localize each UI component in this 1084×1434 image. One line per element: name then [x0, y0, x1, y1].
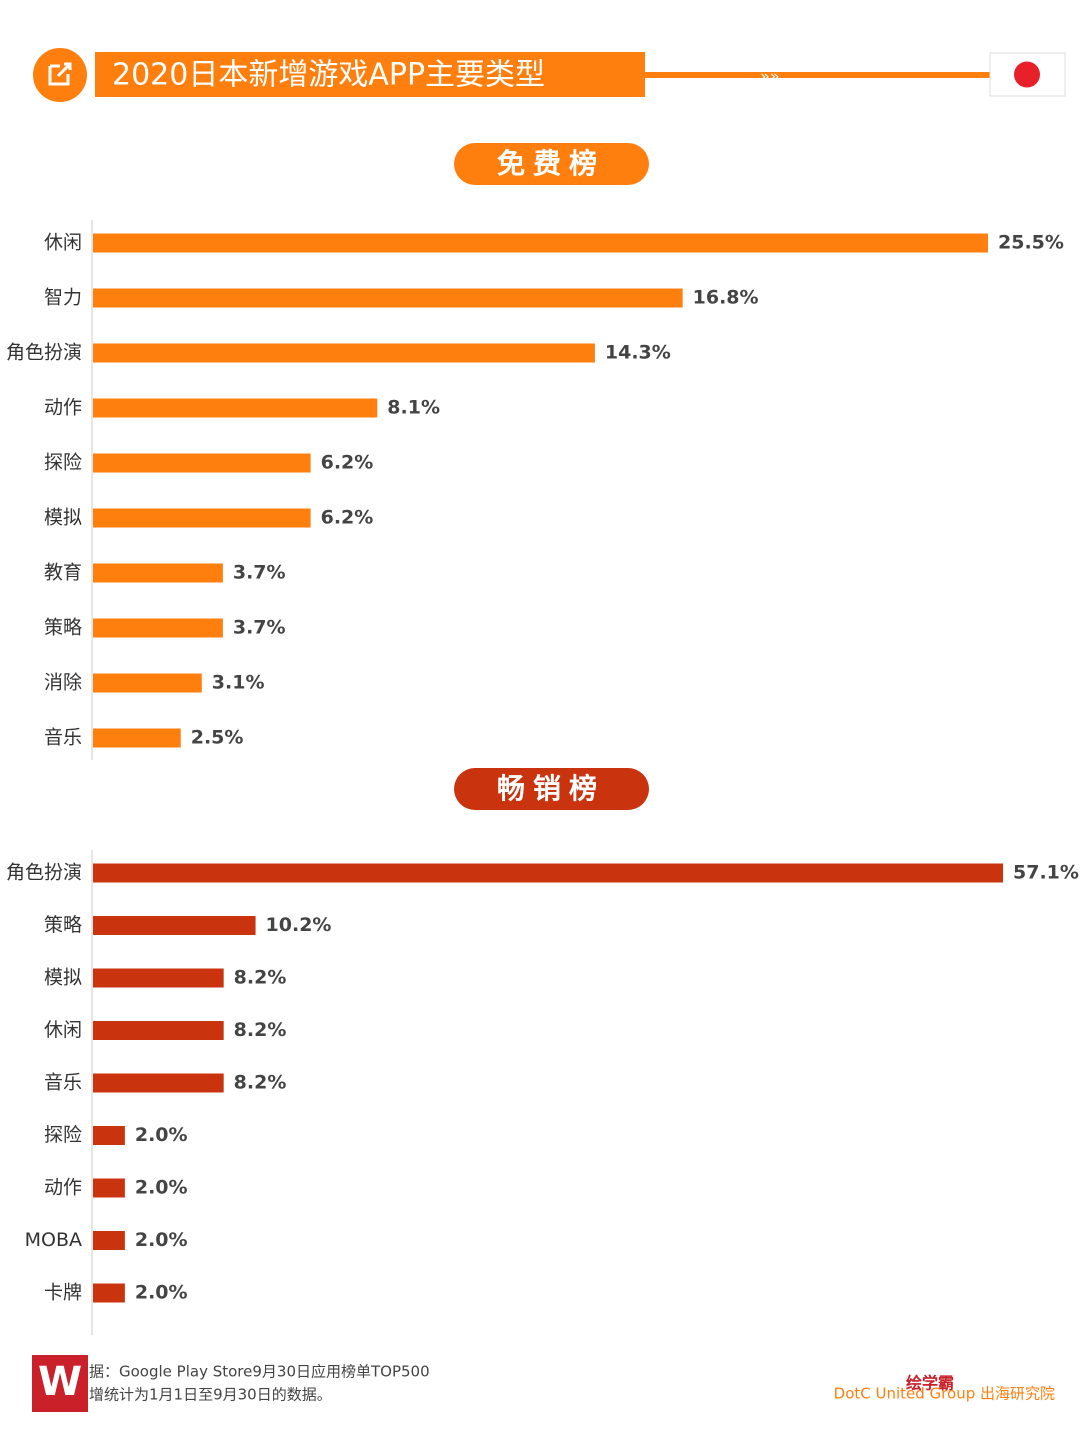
- header-icon-glyph: [48, 62, 72, 86]
- value-label: 8.2%: [234, 1019, 287, 1041]
- value-label: 6.2%: [321, 507, 374, 529]
- category-label: MOBA: [25, 1229, 82, 1251]
- header-line: [645, 72, 990, 78]
- value-label: 2.0%: [135, 1229, 188, 1251]
- category-label: 休闲: [44, 1019, 82, 1041]
- value-label: 2.5%: [191, 727, 244, 749]
- bar: [93, 1178, 125, 1198]
- value-label: 3.7%: [233, 617, 286, 639]
- flag-sun: [1014, 61, 1040, 88]
- value-label: 3.1%: [212, 672, 265, 694]
- category-label: 策略: [44, 914, 82, 936]
- category-label: 角色扮演: [6, 862, 82, 884]
- footer-note: 增统计为1月1日至9月30日的数据。: [89, 1386, 332, 1404]
- section-title: 免费榜: [497, 147, 605, 180]
- bar: [93, 1231, 125, 1250]
- bar: [93, 863, 1003, 883]
- category-label: 音乐: [44, 727, 82, 749]
- header-title: 2020日本新增游戏APP主要类型: [112, 58, 545, 93]
- value-label: 3.7%: [233, 562, 286, 584]
- bar: [93, 968, 224, 988]
- value-label: 2.0%: [135, 1124, 188, 1146]
- value-label: 8.2%: [234, 1072, 287, 1094]
- header-arrows: »»: [760, 67, 780, 86]
- bar: [93, 1283, 125, 1303]
- category-label: 卡牌: [44, 1282, 82, 1304]
- category-label: 角色扮演: [6, 342, 82, 364]
- value-label: 2.0%: [135, 1177, 188, 1199]
- value-label: 25.5%: [998, 232, 1064, 254]
- section-pill: [454, 143, 649, 185]
- bar: [93, 1073, 224, 1093]
- category-label: 策略: [44, 617, 82, 639]
- flag: [989, 52, 1066, 97]
- category-label: 教育: [44, 562, 82, 584]
- bar: [93, 508, 311, 528]
- footer-logo-glyph: W: [38, 1359, 82, 1405]
- bar: [93, 343, 595, 363]
- category-label: 模拟: [44, 967, 82, 989]
- bar: [93, 453, 311, 473]
- category-label: 动作: [44, 397, 82, 419]
- value-label: 57.1%: [1013, 862, 1079, 884]
- category-label: 智力: [44, 287, 82, 309]
- bar: [93, 233, 988, 253]
- header-bar: [95, 52, 645, 97]
- value-label: 16.8%: [693, 287, 759, 309]
- bar: [93, 728, 181, 748]
- category-label: 消除: [44, 672, 82, 694]
- footer-org: DotC United Group 出海研究院: [834, 1385, 1055, 1403]
- category-label: 探险: [44, 452, 82, 474]
- value-label: 10.2%: [266, 914, 332, 936]
- value-label: 14.3%: [605, 342, 671, 364]
- bar: [93, 618, 223, 638]
- bar: [93, 1021, 224, 1040]
- bar: [93, 563, 223, 583]
- footer-source: 据：Google Play Store9月30日应用榜单TOP500: [89, 1363, 430, 1381]
- bar: [93, 916, 256, 935]
- value-label: 8.2%: [234, 967, 287, 989]
- section-pill: [454, 768, 649, 810]
- category-label: 休闲: [44, 232, 82, 254]
- section-title: 畅销榜: [497, 772, 605, 805]
- bar: [93, 673, 202, 693]
- value-label: 6.2%: [321, 452, 374, 474]
- footer-brand: 绘学霸: [906, 1374, 954, 1393]
- bar: [93, 288, 683, 308]
- category-label: 动作: [44, 1177, 82, 1199]
- category-label: 模拟: [44, 507, 82, 529]
- bar: [93, 398, 378, 418]
- bar: [93, 1126, 125, 1145]
- category-label: 音乐: [44, 1072, 82, 1094]
- value-label: 2.0%: [135, 1282, 188, 1304]
- footer-logo: [32, 1355, 88, 1412]
- category-label: 探险: [44, 1124, 82, 1146]
- value-label: 8.1%: [387, 397, 440, 419]
